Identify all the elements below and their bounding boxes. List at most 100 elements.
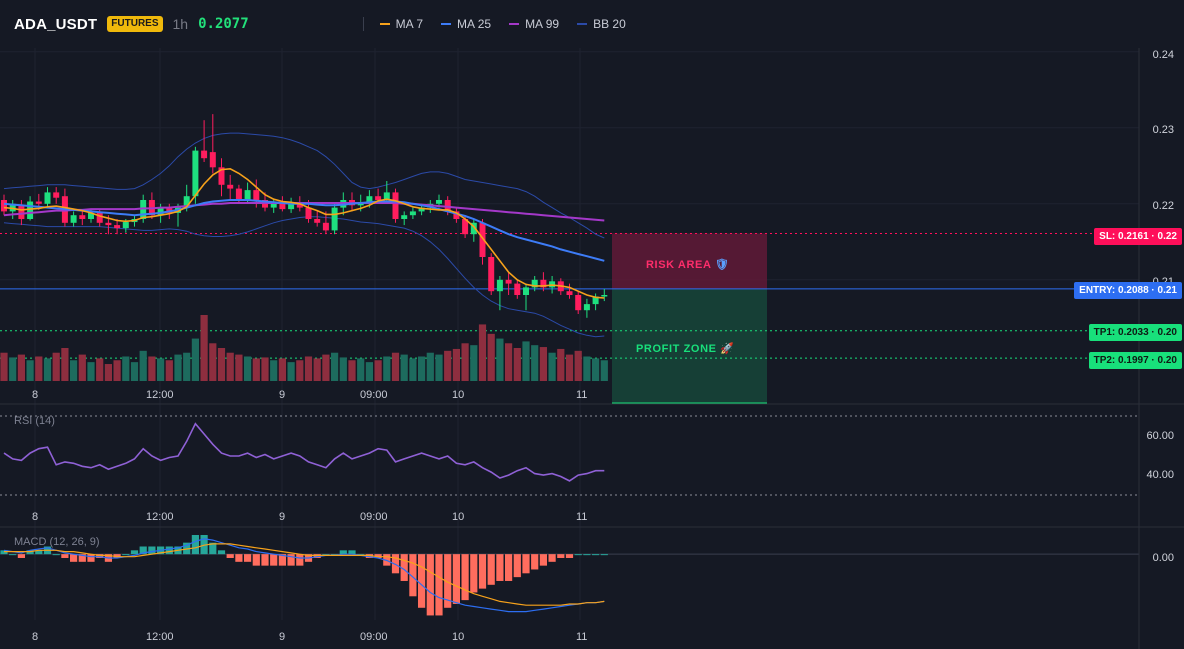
profit-zone-label: PROFIT ZONE 🚀 (636, 342, 735, 355)
candle-body-56 (488, 257, 495, 292)
candle-body-28 (244, 190, 251, 200)
macd-hist-bar-62 (539, 554, 547, 566)
ma25-swatch (441, 23, 452, 25)
macd-hist-bar-57 (496, 554, 504, 581)
volume-bar-36 (313, 358, 321, 381)
tp2-price-tag[interactable]: TP2: 0.1997 · 0.20 (1088, 352, 1182, 369)
volume-bar-6 (52, 352, 60, 381)
legend-ma99[interactable]: MA 99 (509, 17, 559, 31)
sl-price-tag[interactable]: SL: 0.2161 · 0.22 (1094, 228, 1182, 245)
volume-bar-58 (505, 343, 513, 381)
candle-body-42 (366, 196, 373, 204)
timeframe-label[interactable]: 1h (172, 16, 189, 32)
volume-bar-30 (261, 357, 269, 381)
macd-hist-bar-43 (374, 554, 382, 558)
volume-bar-12 (104, 364, 112, 381)
shield-icon: 🛡 (714, 259, 730, 271)
candle-body-0 (1, 200, 7, 212)
volume-bar-64 (557, 348, 565, 381)
volume-bar-33 (287, 362, 295, 381)
volume-bar-13 (113, 360, 121, 381)
volume-bar-50 (435, 354, 443, 381)
volume-bar-15 (130, 362, 139, 381)
volume-bar-17 (148, 356, 156, 381)
tp1-price-tag[interactable]: TP1: 0.2033 · 0.20 (1088, 324, 1182, 341)
candle-body-10 (88, 212, 94, 219)
price-tick-1: 0.23 (1152, 124, 1174, 136)
macd-hist-bar-50 (435, 554, 443, 616)
candle-body-12 (105, 222, 112, 226)
volume-bar-21 (183, 352, 191, 381)
macd-hist-bar-16 (139, 546, 147, 555)
tp1-tag-axis: 0.20 (1157, 327, 1177, 338)
volume-bar-40 (348, 360, 356, 381)
volume-bar-53 (461, 343, 469, 381)
tp2-tag-axis: 0.20 (1157, 355, 1177, 366)
candle-body-16 (140, 200, 147, 219)
candle-body-23 (201, 150, 208, 159)
volume-bar-67 (583, 356, 591, 381)
candle-body-43 (375, 196, 382, 200)
rsi-title[interactable]: RSI (14) (14, 415, 55, 427)
candle-body-66 (575, 295, 582, 311)
legend-bb20[interactable]: BB 20 (577, 17, 626, 31)
x-tick-main-4: 10 (452, 389, 465, 401)
price-tick-2: 0.22 (1152, 200, 1174, 212)
candle-body-59 (514, 283, 521, 295)
candle-body-35 (305, 207, 312, 219)
macd-hist-bar-54 (470, 554, 478, 593)
candle-body-47 (409, 211, 416, 216)
candle-body-54 (470, 222, 477, 235)
macd-hist-bar-65 (565, 554, 574, 558)
profit-zone-box (612, 288, 767, 404)
macd-hist-bar-67 (583, 554, 591, 556)
macd-tick-0: 0.00 (1152, 552, 1174, 564)
candle-body-5 (44, 192, 51, 204)
macd-hist-bar-48 (418, 554, 426, 608)
bb-upper-band (3, 132, 605, 239)
volume-bar-41 (357, 358, 365, 381)
candle-body-55 (479, 222, 486, 257)
macd-hist-bar-13 (113, 554, 121, 558)
legend-ma25[interactable]: MA 25 (441, 17, 491, 31)
volume-bar-55 (478, 324, 487, 381)
chart-grid (0, 48, 1139, 620)
macd-hist-bar-7 (61, 554, 69, 558)
macd-hist-bar-32 (278, 554, 286, 566)
x-tick-main-3: 09:00 (360, 389, 388, 401)
candle-body-14 (122, 222, 129, 229)
bb-lower-band (3, 216, 605, 338)
candle-body-34 (296, 203, 303, 208)
x-tick-macd-0: 8 (32, 631, 39, 643)
sl-tag-axis: 0.22 (1157, 231, 1177, 242)
volume-bar-23 (200, 315, 208, 381)
rocket-icon: 🚀 (720, 343, 735, 355)
candle-body-9 (79, 215, 86, 219)
macd-hist-bar-22 (191, 535, 199, 555)
candle-body-4 (35, 201, 42, 204)
volume-bar-38 (331, 352, 339, 381)
macd-hist-bar-27 (235, 554, 243, 562)
symbol-title[interactable]: ADA_USDT (14, 15, 98, 33)
macd-hist-bar-26 (226, 554, 234, 558)
candle-body-29 (253, 190, 260, 200)
candle-body-45 (392, 192, 399, 219)
entry-price-tag[interactable]: ENTRY: 0.2088 · 0.21 (1074, 282, 1182, 299)
legend-ma7[interactable]: MA 7 (379, 17, 424, 31)
macd-hist-bar-33 (287, 554, 295, 566)
volume-bar-34 (296, 360, 304, 381)
volume-bar-29 (252, 358, 260, 381)
x-tick-rsi-5: 11 (576, 511, 588, 523)
volume-bar-1 (9, 357, 17, 381)
volume-bar-14 (122, 356, 130, 381)
volume-bar-45 (391, 352, 400, 381)
legend-ma7-label: MA 7 (395, 17, 424, 31)
tp1-tag-label: TP1: 0.2033 (1093, 327, 1149, 338)
macd-hist-bar-19 (165, 546, 173, 555)
macd-hist-bar-29 (252, 554, 260, 566)
legend-ma99-label: MA 99 (525, 17, 560, 31)
candle-body-26 (227, 184, 234, 189)
volume-bar-47 (409, 358, 417, 381)
macd-title[interactable]: MACD (12, 26, 9) (14, 536, 100, 548)
